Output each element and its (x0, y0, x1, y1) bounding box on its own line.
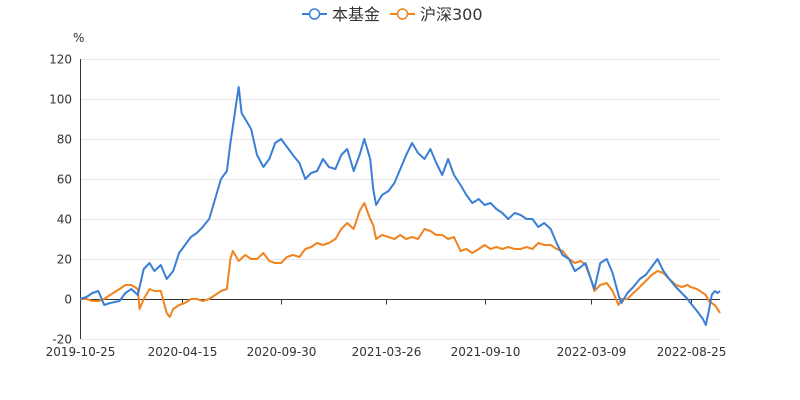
legend-marker-icon (396, 8, 409, 20)
x-tick-label: 2019-10-25 (46, 345, 116, 359)
legend-item[interactable]: 本基金 (302, 5, 380, 24)
legend[interactable]: 本基金 沪深300 (302, 5, 483, 24)
x-tick-label: 2020-09-30 (247, 345, 317, 359)
x-tick-label: 2022-08-25 (657, 345, 727, 359)
y-tick-label: 100 (49, 93, 72, 107)
y-tick-label: 60 (57, 173, 72, 187)
legend-item[interactable]: 沪深300 (390, 5, 483, 24)
y-tick-label: 20 (57, 253, 72, 267)
y-tick-label: 40 (57, 213, 72, 227)
series-line-hs300 (80, 202, 721, 318)
y-tick-label: 0 (64, 293, 72, 307)
y-axis: -20 0 20 40 60 80 100 120 (49, 53, 81, 347)
x-tick-label: 2021-09-10 (451, 345, 521, 359)
y-tick-label: 80 (57, 133, 72, 147)
x-tick-label: 2022-03-09 (557, 345, 627, 359)
x-axis: 2019-10-25 2020-04-15 2020-09-30 2021-03-26… (46, 299, 727, 359)
series-group (79, 86, 721, 326)
series-line-fund (79, 86, 721, 326)
x-tick-label: 2020-04-15 (148, 345, 218, 359)
y-tick-label: -20 (52, 333, 72, 347)
legend-marker-icon (308, 8, 321, 20)
x-tick-label: 2021-03-26 (352, 345, 422, 359)
y-unit-label: % (73, 31, 84, 45)
legend-label: 沪深300 (420, 5, 483, 24)
y-tick-label: 120 (49, 53, 72, 67)
legend-label: 本基金 (332, 5, 380, 24)
